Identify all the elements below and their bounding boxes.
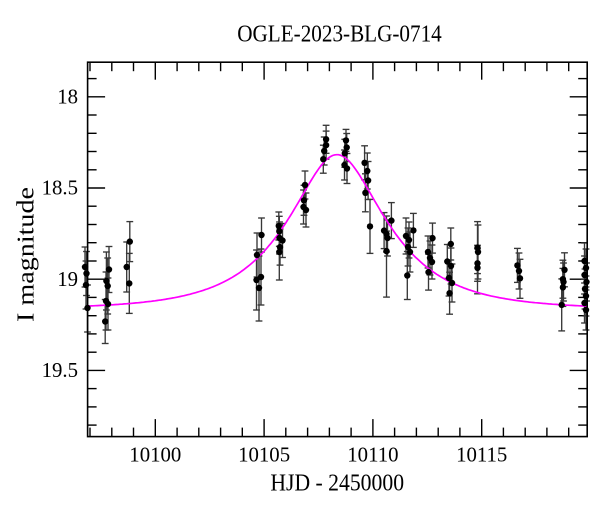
svg-text:10110: 10110 xyxy=(347,443,398,466)
svg-text:OGLE-2023-BLG-0714: OGLE-2023-BLG-0714 xyxy=(237,21,442,48)
svg-text:10115: 10115 xyxy=(456,443,507,466)
svg-text:19.5: 19.5 xyxy=(42,359,78,382)
svg-text:HJD - 2450000: HJD - 2450000 xyxy=(270,470,404,497)
svg-text:10105: 10105 xyxy=(238,443,290,466)
svg-text:10100: 10100 xyxy=(129,443,181,466)
svg-text:I magnitude: I magnitude xyxy=(13,187,40,322)
svg-text:18: 18 xyxy=(57,86,78,109)
svg-text:19: 19 xyxy=(57,268,78,291)
svg-text:18.5: 18.5 xyxy=(42,177,78,200)
